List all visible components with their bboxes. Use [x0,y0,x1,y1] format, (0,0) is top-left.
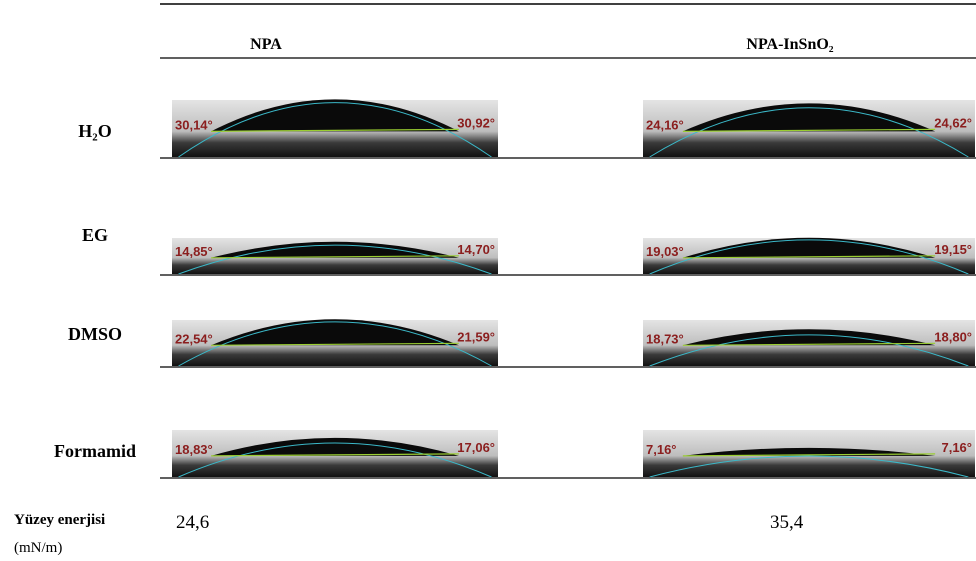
droplet [211,319,459,346]
row-label: H₂O [78,121,111,141]
angle-label: 30,14° [175,117,213,132]
droplet [682,103,936,132]
footer-label: Yüzey enerjisi [14,512,105,528]
angle-label: 18,83° [175,442,213,457]
baseline [682,255,936,259]
row-label: Formamid [54,441,136,461]
fit-arc [178,102,492,158]
fit-arc [649,334,969,367]
baseline [211,342,459,346]
angle-label: 7,16° [646,442,677,457]
baseline [682,128,936,132]
angle-label: 17,06° [457,440,495,455]
droplet [211,99,459,132]
baseline [211,128,459,132]
droplet [682,237,936,258]
column-header: NPA-InSnO₂ [746,36,833,53]
fit-arc [649,107,969,158]
footer-value: 35,4 [770,512,804,533]
angle-label: 30,92° [457,115,495,130]
droplet [211,437,459,456]
baseline [682,342,936,346]
angle-label: 18,73° [646,331,684,346]
angle-label: 19,15° [934,242,972,257]
droplet [211,241,459,258]
row-label: EG [82,225,108,245]
footer-unit: (mN/m) [14,540,62,556]
angle-label: 14,70° [457,242,495,257]
angle-label: 18,80° [934,329,972,344]
droplet [682,329,936,346]
fit-arc [649,455,969,478]
baseline [682,453,936,457]
row-label: DMSO [68,324,122,344]
angle-label: 22,54° [175,331,213,346]
baseline [211,255,459,259]
fit-arc [649,239,969,275]
angle-label: 24,16° [646,117,684,132]
angle-label: 14,85° [175,244,213,259]
column-header: NPA [250,36,282,53]
angle-label: 21,59° [457,329,495,344]
baseline [211,453,459,457]
angle-label: 24,62° [934,115,972,130]
fit-arc [178,321,492,367]
fit-arc [178,244,492,275]
angle-label: 19,03° [646,244,684,259]
angle-label: 7,16° [941,440,972,455]
fit-arc [178,442,492,478]
footer-value: 24,6 [176,512,209,533]
